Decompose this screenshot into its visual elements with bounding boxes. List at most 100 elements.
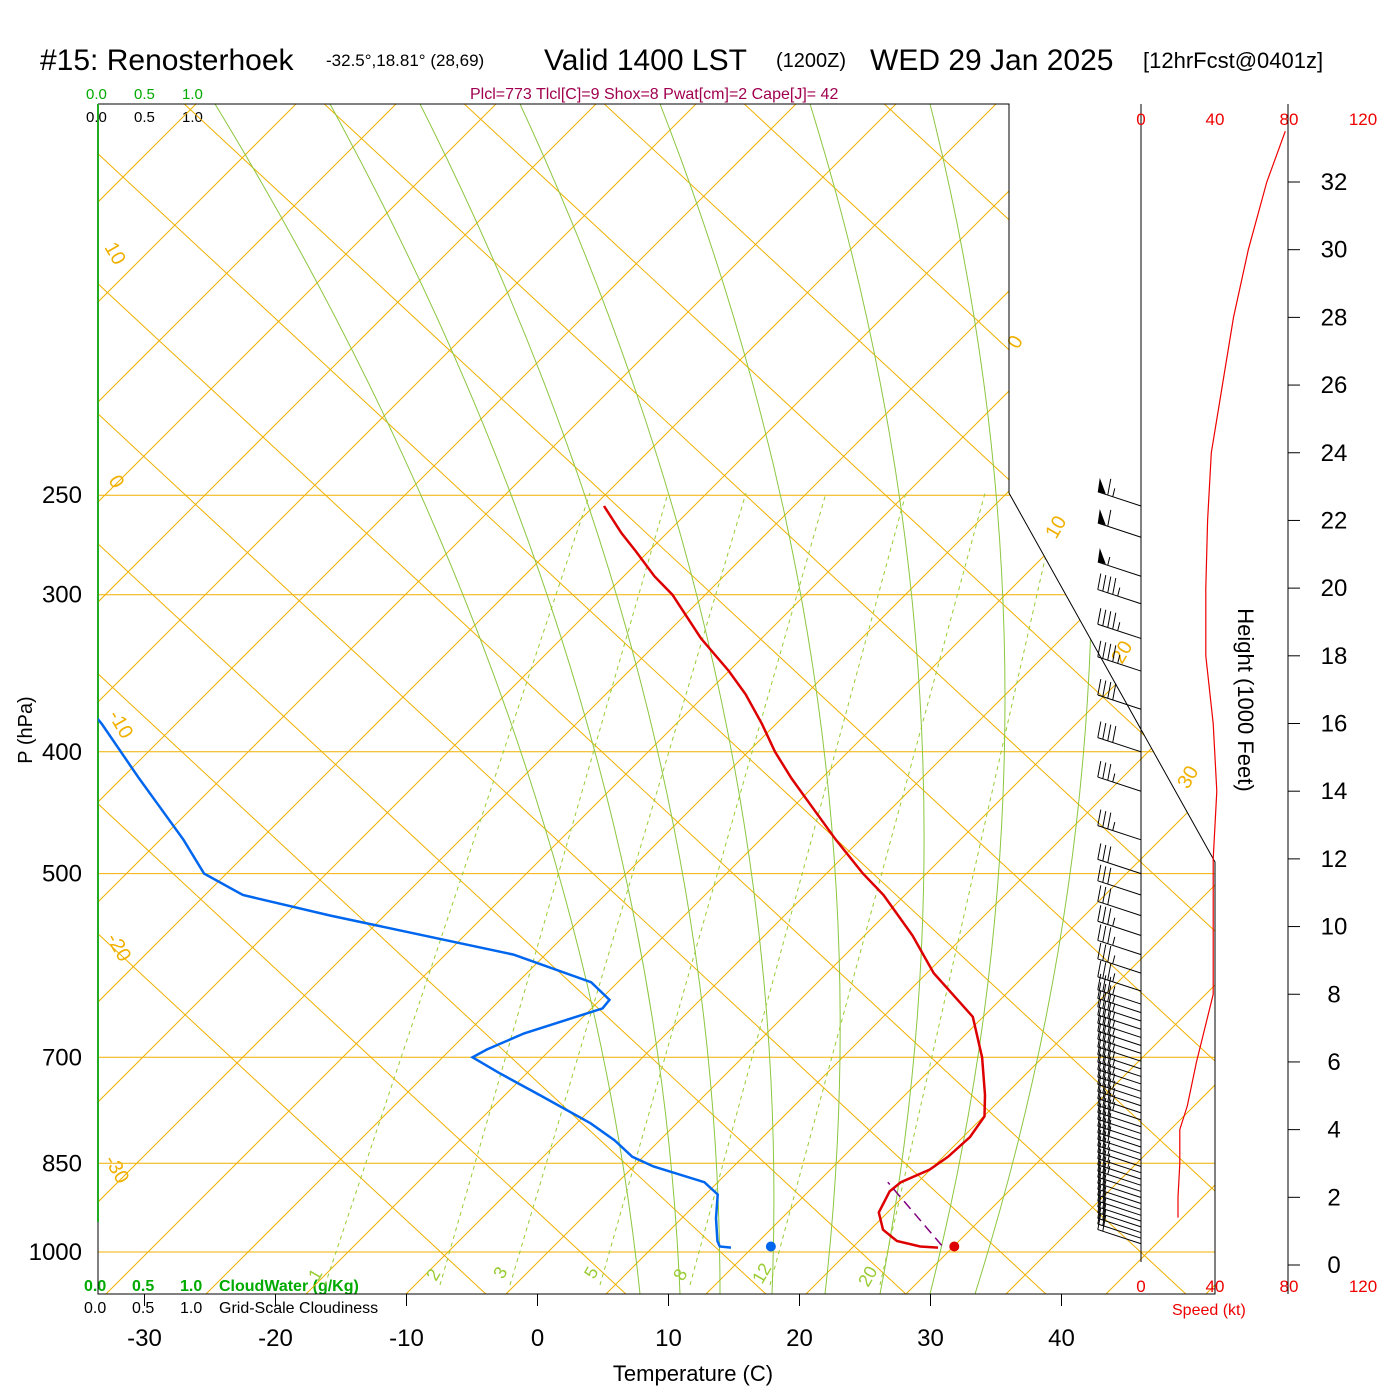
wind-barb-staff bbox=[1097, 1188, 1142, 1204]
wind-barb-full bbox=[1107, 976, 1112, 993]
wind-barb-staff bbox=[1097, 1046, 1142, 1062]
wind-barb-half bbox=[1107, 1165, 1111, 1175]
wind-barb-full bbox=[1102, 866, 1107, 883]
isotherm-label: 20 bbox=[1107, 637, 1137, 667]
wind-barb-full bbox=[1097, 942, 1102, 960]
wind-barb-staff bbox=[1097, 1022, 1142, 1038]
wind-barb-full bbox=[1102, 844, 1107, 862]
isotherm-line bbox=[98, 104, 401, 1294]
wind-barb-full bbox=[1102, 680, 1107, 697]
speed-tick-label-top: 120 bbox=[1349, 110, 1377, 129]
wind-barb bbox=[1097, 678, 1142, 710]
wind-barb-half bbox=[1112, 986, 1116, 995]
height-tick-label: 16 bbox=[1321, 711, 1348, 738]
wind-barb-full bbox=[1107, 908, 1112, 925]
wind-barb-full bbox=[1097, 1136, 1102, 1153]
wind-barb bbox=[1097, 809, 1142, 841]
isotherm-label: 10 bbox=[100, 239, 130, 269]
wind-barb-full bbox=[1112, 577, 1117, 595]
wind-barb bbox=[1097, 864, 1142, 896]
wind-barb-full bbox=[1102, 1144, 1107, 1161]
wind-barb-staff bbox=[1097, 1091, 1142, 1107]
moist-adiabat-line bbox=[929, 104, 1006, 1294]
wind-barb-staff bbox=[1097, 737, 1142, 753]
wind-barb-staff bbox=[1097, 1164, 1142, 1180]
wind-barb-staff bbox=[1097, 1217, 1142, 1234]
wind-barb-full bbox=[1097, 1148, 1102, 1166]
wind-barb-full bbox=[1112, 612, 1117, 629]
dry-adiabat-line bbox=[1300, 100, 1400, 1400]
wind-barb-staff bbox=[1097, 1061, 1142, 1077]
station-title: #15: Renosterhoek bbox=[40, 44, 295, 77]
wind-barb-staff bbox=[1097, 656, 1142, 672]
wind-barb-full bbox=[1102, 1174, 1107, 1191]
cloudiness-scale-05-bottom: 0.5 bbox=[132, 1300, 154, 1317]
wind-barb-flag bbox=[1097, 509, 1106, 526]
dry-adiabat-line bbox=[319, 104, 1215, 1294]
wind-barb-full bbox=[1107, 888, 1112, 905]
wind-barb bbox=[1097, 1142, 1142, 1174]
wind-barb-full bbox=[1097, 905, 1102, 922]
wind-barb-full bbox=[1097, 1190, 1102, 1208]
wind-barb-full bbox=[1107, 1113, 1112, 1130]
wind-barb-staff bbox=[1097, 939, 1142, 956]
mixing-ratio-label: 20 bbox=[854, 1263, 881, 1290]
cloudiness-scale-10-bottom: 1.0 bbox=[180, 1300, 202, 1317]
mixing-ratio-line bbox=[599, 492, 827, 1286]
isotherm-line bbox=[98, 104, 501, 1294]
wind-barb-full bbox=[1102, 1192, 1107, 1209]
wind-barb-staff bbox=[1097, 1132, 1142, 1148]
wind-barb-staff bbox=[1097, 1069, 1142, 1085]
wind-barb bbox=[1097, 924, 1142, 956]
temperature-axis: -30 -20 -10 0 10 20 30 40 bbox=[127, 1294, 1075, 1352]
wind-barb bbox=[1097, 1173, 1142, 1204]
wind-barb-full bbox=[1107, 763, 1112, 781]
valid-time: Valid 1400 LST bbox=[544, 44, 747, 77]
wind-barb-staff bbox=[1097, 958, 1142, 974]
wind-barb bbox=[1097, 477, 1142, 507]
wind-barb bbox=[1097, 960, 1142, 992]
wind-barb-staff bbox=[1097, 623, 1142, 639]
wind-barb bbox=[1097, 1061, 1142, 1092]
wind-barb-full bbox=[1097, 1202, 1102, 1219]
wind-barb-full bbox=[1107, 1126, 1112, 1143]
isotherm-labels: 10 0 -10 -20 -30 0 10 20 30 bbox=[100, 239, 1204, 1188]
wind-barb-half bbox=[1107, 1159, 1111, 1169]
wind-barb-full bbox=[1102, 762, 1107, 779]
wind-barb-full bbox=[1107, 478, 1112, 495]
wind-barb-full bbox=[1102, 811, 1107, 828]
wind-barb-half bbox=[1112, 917, 1116, 926]
isotherm-line bbox=[299, 104, 1215, 1294]
wind-barb-full bbox=[1097, 1213, 1102, 1230]
wind-barb-half bbox=[1107, 1147, 1111, 1156]
speed-tick-label-top: 80 bbox=[1280, 110, 1299, 129]
temperature-tick-label: 10 bbox=[655, 1325, 682, 1352]
wind-barb-full bbox=[1097, 1196, 1102, 1213]
wind-barb bbox=[1097, 1190, 1142, 1222]
wind-barb-staff bbox=[1097, 1223, 1142, 1239]
wind-barb-full bbox=[1107, 724, 1112, 741]
cloudwater-scale-0-bottom: 0.0 bbox=[84, 1278, 106, 1295]
cloudwater-scale-0: 0.0 bbox=[86, 86, 107, 103]
height-tick-label: 8 bbox=[1327, 981, 1340, 1008]
dewpoint-profile bbox=[98, 505, 732, 1249]
cloudiness-scale-0: 0.0 bbox=[86, 109, 107, 126]
wind-barb-staff bbox=[1097, 900, 1142, 917]
wind-barb-staff bbox=[1097, 1030, 1142, 1046]
mixing-ratio-line bbox=[439, 492, 669, 1286]
pressure-axis: 250 300 400 500 700 850 1000 bbox=[29, 482, 82, 1266]
wind-barb-full bbox=[1097, 721, 1102, 738]
temperature-profile bbox=[602, 505, 987, 1249]
wind-barb bbox=[1097, 1096, 1142, 1128]
wind-barb bbox=[1097, 1046, 1142, 1077]
isotherm-label: 0 bbox=[104, 472, 129, 493]
moist-adiabat-line bbox=[974, 104, 1093, 1294]
wind-barb-half bbox=[1107, 1153, 1111, 1162]
wind-barb-full bbox=[1107, 867, 1112, 884]
wind-barb-full bbox=[1107, 681, 1112, 699]
profiles bbox=[98, 505, 987, 1252]
wind-barb-staff bbox=[1097, 825, 1142, 841]
wind-barb-full bbox=[1097, 640, 1102, 657]
wind-barb-full bbox=[1102, 1111, 1107, 1128]
wind-barb-full bbox=[1102, 1040, 1107, 1057]
